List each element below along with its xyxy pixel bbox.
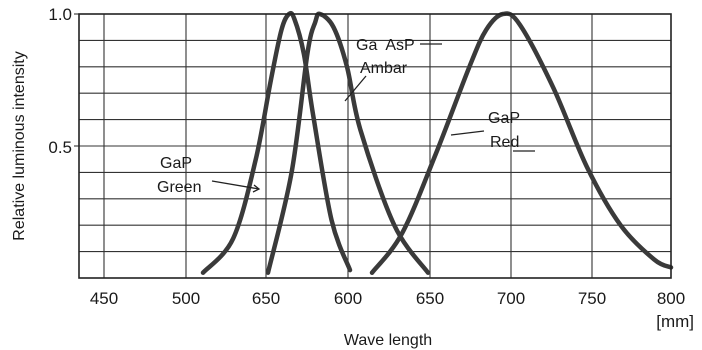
x-axis-title: Wave length <box>344 332 432 349</box>
leader-line-gaasp-ambar <box>344 43 442 102</box>
x-tick-label: 600 <box>334 289 362 308</box>
y-tick-label: 0.5 <box>48 138 72 157</box>
series-label-gaasp-ambar: Ambar <box>360 60 408 77</box>
series-label-gap-green: Green <box>157 179 201 196</box>
curves <box>200 10 674 275</box>
grid <box>74 13 671 278</box>
series-label-gap-red: GaP <box>488 110 520 127</box>
x-unit-label: [mm] <box>656 312 694 331</box>
y-tick-label: 1.0 <box>48 5 72 24</box>
x-tick-label: 650 <box>252 289 280 308</box>
x-tick-label: 450 <box>90 289 118 308</box>
series-label-gap-red: Red <box>490 134 519 151</box>
leader-arrow-gap-green <box>252 184 261 193</box>
series-label-gap-green: GaP <box>160 155 192 172</box>
leader-line-gap-red <box>450 130 535 152</box>
series-line-gap-red <box>369 11 674 275</box>
x-tick-label: 700 <box>497 289 525 308</box>
leader-line-gap-green <box>211 180 260 190</box>
x-tick-label: 750 <box>578 289 606 308</box>
x-tick-label: 500 <box>172 289 200 308</box>
y-axis-title: Relative luminous intensity <box>11 51 28 240</box>
x-tick-label: 800 <box>657 289 685 308</box>
plot-frame <box>78 13 672 279</box>
label-leaders <box>211 43 535 193</box>
series-line-ga-asp-ambar <box>265 11 431 275</box>
series-label-gaasp-ambar: Ga AsP <box>356 37 415 54</box>
x-tick-label: 650 <box>416 289 444 308</box>
